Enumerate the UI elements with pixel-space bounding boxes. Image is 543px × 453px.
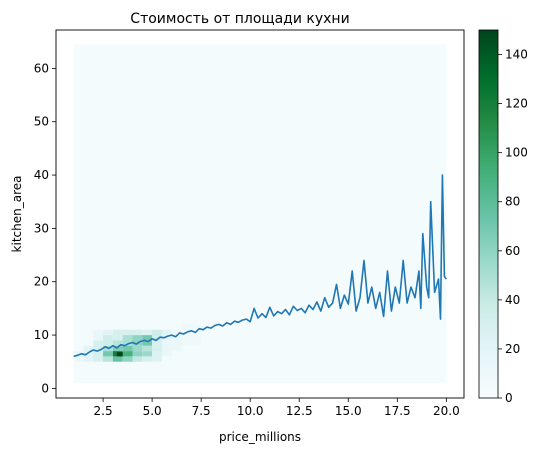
heatmap-cell	[123, 346, 133, 351]
y-tick-label: 0	[41, 381, 49, 395]
heatmap-cell	[103, 335, 113, 346]
y-tick-label: 10	[34, 328, 49, 342]
y-tick-label: 50	[34, 115, 49, 129]
colorbar-tick-label: 80	[505, 195, 520, 209]
heatmap-cell	[103, 351, 113, 356]
heatmap-cell	[103, 330, 113, 335]
x-axis: 2.5 5.0 7.5 10.0 12.5 15.0 17.5 20.0	[94, 398, 460, 418]
colorbar-tick-label: 140	[505, 48, 528, 62]
heatmap-cell	[162, 340, 172, 356]
colorbar-tick-label: 0	[505, 391, 513, 405]
heatmap-cell	[152, 351, 162, 362]
heatmap-cell	[93, 330, 103, 341]
colorbar-tick-label: 20	[505, 342, 520, 356]
heatmap-cell	[142, 351, 152, 356]
x-tick-label: 17.5	[384, 404, 411, 418]
y-tick-label: 60	[34, 61, 49, 75]
x-tick-label: 5.0	[143, 404, 162, 418]
y-tick-label: 20	[34, 275, 49, 289]
colorbar	[479, 30, 498, 398]
x-tick-label: 20.0	[433, 404, 460, 418]
y-axis-label: kitchen_area	[10, 176, 24, 253]
heatmap-cell	[133, 330, 143, 335]
heatmap-cell	[103, 356, 113, 361]
heatmap-cell	[152, 340, 162, 351]
x-tick-label: 7.5	[192, 404, 211, 418]
x-axis-label: price_millions	[219, 430, 301, 444]
x-tick-label: 12.5	[286, 404, 313, 418]
heatmap-cell	[182, 324, 202, 345]
heatmap-cell	[83, 346, 93, 362]
heatmap-cell	[133, 346, 143, 351]
x-tick-label: 15.0	[335, 404, 362, 418]
x-tick-label: 2.5	[94, 404, 113, 418]
y-tick-label: 40	[34, 168, 49, 182]
chart-title: Стоимость от площади кухни	[130, 11, 349, 27]
x-tick-label: 10.0	[237, 404, 264, 418]
colorbar-tick-label: 60	[505, 244, 520, 258]
colorbar-tick-label: 100	[505, 146, 528, 160]
colorbar-tick-label: 120	[505, 97, 528, 111]
heatmap-cell	[123, 330, 133, 335]
y-axis: 0 10 20 30 40 50 60	[34, 61, 56, 395]
colorbar-axis: 0 20 40 60 80 100 120 140	[498, 48, 528, 405]
heatmap-cell	[142, 356, 152, 361]
heatmap-cell	[142, 330, 152, 335]
heatmap-cell	[123, 356, 133, 361]
heatmap-cell	[113, 330, 123, 341]
y-tick-label: 30	[34, 221, 49, 235]
heatmap-cell	[113, 356, 123, 361]
colorbar-tick-label: 40	[505, 293, 520, 307]
heatmap-layer	[74, 44, 447, 383]
heatmap-cell	[133, 356, 143, 361]
heatmap-cell	[133, 351, 143, 356]
heatmap-cell	[142, 346, 152, 351]
heatmap-cell	[123, 351, 133, 356]
